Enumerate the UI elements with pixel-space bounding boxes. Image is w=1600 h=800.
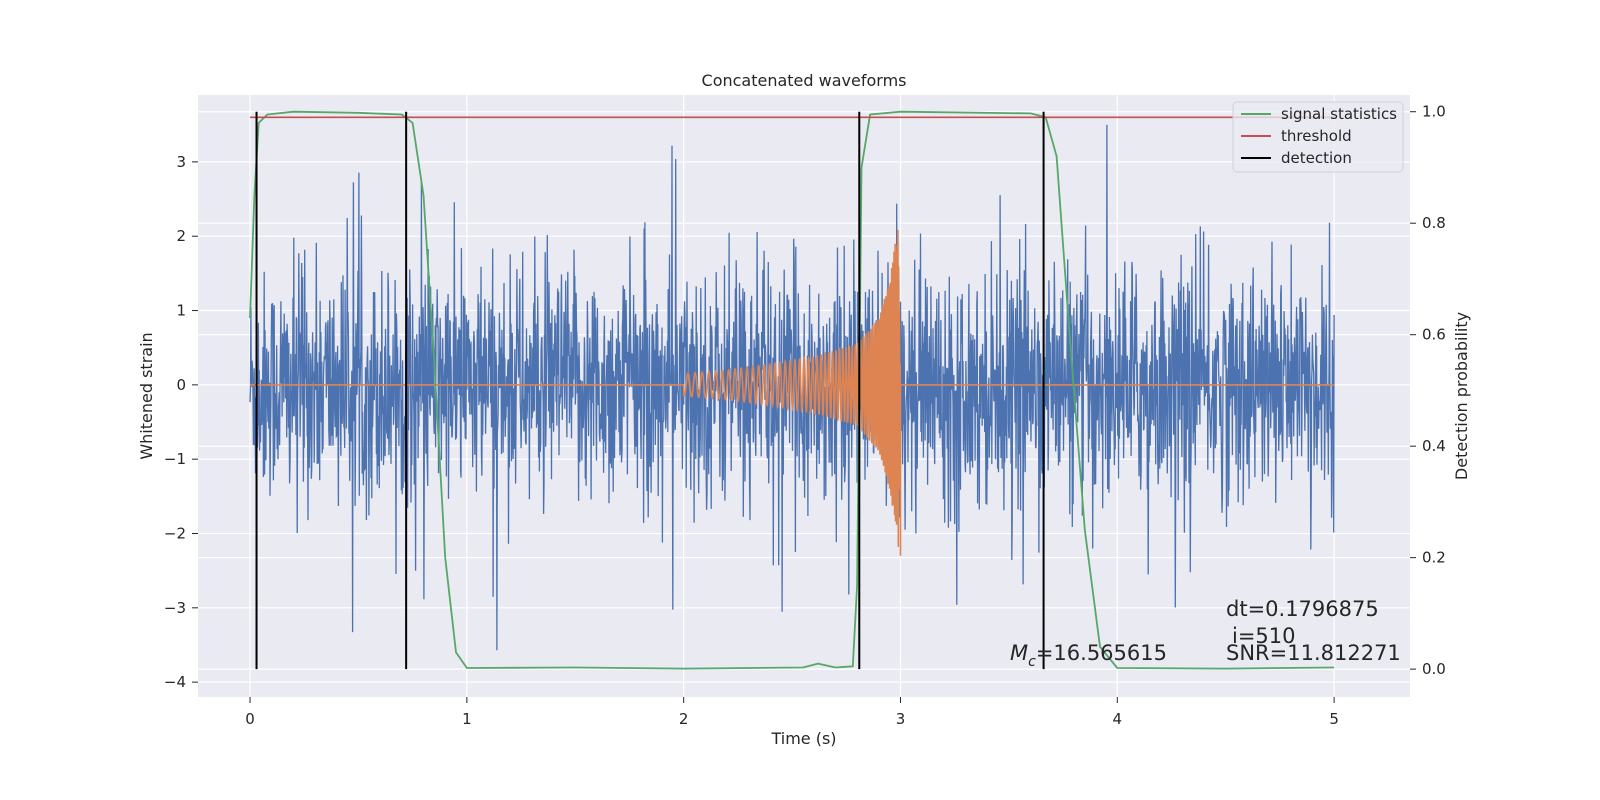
y-tick-label: 3 [176,153,186,171]
y2-tick-label: 1.0 [1422,103,1446,121]
x-tick-label: 1 [462,710,472,728]
annotation-snr: SNR=11.812271 [1226,641,1401,665]
annotation-mc-sub: c [1028,654,1036,670]
x-tick-label: 2 [679,710,689,728]
x-tick-label: 5 [1329,710,1339,728]
chirp-line [250,229,1335,556]
y-tick-label: 2 [176,227,186,245]
legend-label: signal statistics [1281,105,1397,123]
y2-tick-label: 0.2 [1422,549,1446,567]
y2-tick-label: 0.0 [1422,660,1446,678]
y-tick-label: −4 [164,673,186,691]
annotation-mc-value: =16.565615 [1036,641,1167,665]
y-tick-label: 1 [176,302,186,320]
annotation-dt: dt=0.1796875 [1226,597,1379,621]
annotation-mc-symbol: M [1010,641,1028,665]
x-tick-label: 3 [896,710,906,728]
y2-tick-label: 0.8 [1422,214,1446,232]
x-tick-label: 4 [1113,710,1123,728]
legend-label: threshold [1281,127,1352,145]
annotation-mc: Mc=16.565615 [1010,641,1167,670]
x-tick-label: 0 [245,710,255,728]
y-tick-label: −3 [164,599,186,617]
x-axis-label: Time (s) [770,729,836,748]
y-tick-label: 0 [176,376,186,394]
y2-axis-label: Detection probability [1452,312,1471,480]
legend-box [1232,101,1404,173]
signal-statistics-line [249,110,1335,670]
legend: signal statistics threshold detection [1232,101,1404,173]
y-tick-label: −2 [164,524,186,542]
legend-label: detection [1281,149,1352,167]
y-tick-label: −1 [164,450,186,468]
signal-statistics-series [249,110,1335,670]
axis-ticks: 0 1 2 3 4 5 −4 −3 −2 −1 0 1 2 3 0.0 0.2 0.4 0.6 0.8 1.0 [164,103,1446,728]
annotation-i: i=510 [1232,624,1296,648]
chart-title: Concatenated waveforms [702,71,907,90]
y2-tick-label: 0.4 [1422,437,1446,455]
chirp-series [250,229,1335,556]
y-axis-label: Whitened strain [137,332,156,459]
y2-tick-label: 0.6 [1422,326,1446,344]
detection-lines [255,111,1045,670]
